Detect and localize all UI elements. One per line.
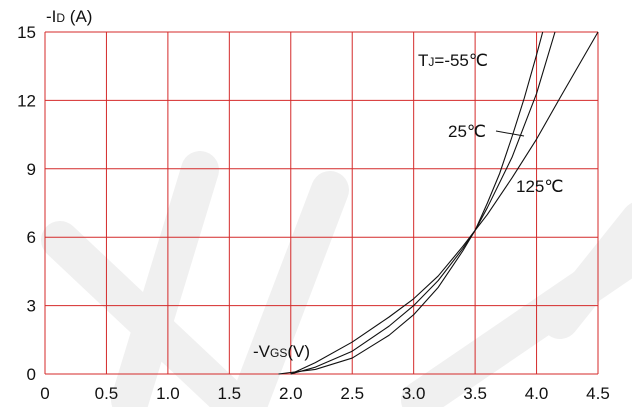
y-axis-title-sub: D (56, 11, 65, 25)
series-label-125c-text: 125℃ (516, 177, 563, 196)
x-axis-title: -VGS(V) (253, 342, 310, 361)
watermark-stroke (541, 202, 632, 339)
series-label-tj-sub: J (428, 55, 434, 69)
series-label-125c: 125℃ (516, 177, 563, 196)
series-line-2 (290, 31, 599, 375)
y-axis-title: -ID (A) (46, 7, 92, 26)
y-axis-title-prefix: -I (46, 7, 56, 26)
x-tick-label: 1.5 (218, 384, 242, 403)
x-axis-title-sub: GS (270, 346, 287, 360)
grid (44, 31, 599, 375)
x-tick-label: 3.5 (463, 384, 487, 403)
x-tick-label: 4.5 (586, 384, 610, 403)
series-line-0 (278, 31, 544, 375)
series-label-tj-prefix: T (418, 51, 428, 70)
x-tick-label: 0 (40, 384, 49, 403)
y-tick-label: 3 (27, 297, 36, 316)
series-label-25c-text: 25℃ (448, 122, 486, 141)
y-tick-label: 15 (17, 23, 36, 42)
y-tick-label: 6 (27, 228, 36, 247)
watermark-stroke (231, 171, 349, 407)
y-tick-label: 9 (27, 160, 36, 179)
series-label-25c-leader (495, 130, 525, 137)
y-tick-label: 12 (17, 91, 36, 110)
y-axis-title-suffix: (A) (65, 7, 92, 26)
y-tick-labels: 0 3 6 9 12 15 (17, 23, 36, 384)
series-group (278, 31, 599, 375)
x-tick-label: 2.5 (340, 384, 364, 403)
x-axis-title-suffix: (V) (287, 342, 310, 361)
x-tick-label: 4.0 (525, 384, 549, 403)
x-tick-labels: 0 0.5 1.0 1.5 2.0 2.5 3.0 3.5 4.0 4.5 (40, 384, 610, 403)
x-tick-label: 0.5 (95, 384, 119, 403)
y-tick-label: 0 (27, 365, 36, 384)
x-tick-label: 2.0 (279, 384, 303, 403)
x-tick-label: 1.0 (156, 384, 180, 403)
x-axis-title-prefix: -V (253, 342, 271, 361)
watermark (41, 151, 632, 407)
watermark-stroke (111, 151, 219, 407)
series-label-25c: 25℃ (448, 122, 486, 141)
series-label-tj-minus55: TJ=-55℃ (418, 51, 488, 70)
series-label-tj-suffix: =-55℃ (434, 51, 488, 70)
x-tick-label: 3.0 (402, 384, 426, 403)
series-line-1 (290, 31, 556, 375)
